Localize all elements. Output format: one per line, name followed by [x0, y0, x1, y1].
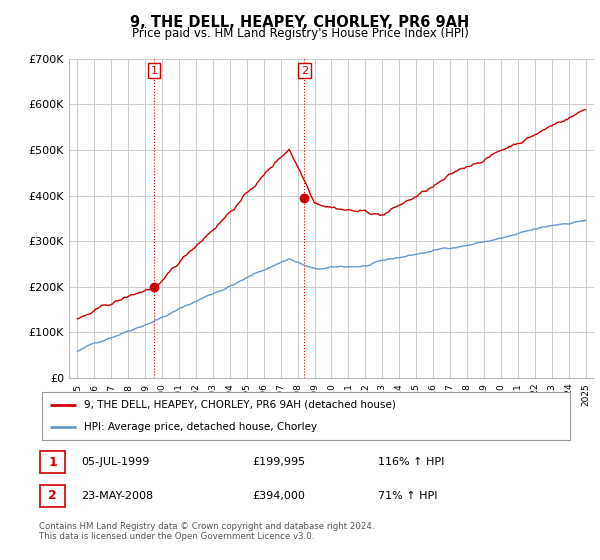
Text: £394,000: £394,000: [252, 491, 305, 501]
FancyBboxPatch shape: [40, 451, 65, 473]
FancyBboxPatch shape: [40, 484, 65, 507]
Text: 23-MAY-2008: 23-MAY-2008: [81, 491, 153, 501]
Text: 2: 2: [48, 489, 57, 502]
Text: 9, THE DELL, HEAPEY, CHORLEY, PR6 9AH (detached house): 9, THE DELL, HEAPEY, CHORLEY, PR6 9AH (d…: [84, 400, 396, 410]
Text: HPI: Average price, detached house, Chorley: HPI: Average price, detached house, Chor…: [84, 422, 317, 432]
Text: 1: 1: [48, 455, 57, 469]
Text: £199,995: £199,995: [252, 457, 305, 467]
Text: 05-JUL-1999: 05-JUL-1999: [81, 457, 149, 467]
FancyBboxPatch shape: [42, 392, 570, 440]
Text: 71% ↑ HPI: 71% ↑ HPI: [378, 491, 437, 501]
Text: 2: 2: [301, 66, 308, 76]
Text: 1: 1: [151, 66, 157, 76]
Text: 9, THE DELL, HEAPEY, CHORLEY, PR6 9AH: 9, THE DELL, HEAPEY, CHORLEY, PR6 9AH: [130, 15, 470, 30]
Text: Price paid vs. HM Land Registry's House Price Index (HPI): Price paid vs. HM Land Registry's House …: [131, 27, 469, 40]
Text: 116% ↑ HPI: 116% ↑ HPI: [378, 457, 445, 467]
Text: Contains HM Land Registry data © Crown copyright and database right 2024.
This d: Contains HM Land Registry data © Crown c…: [39, 522, 374, 542]
